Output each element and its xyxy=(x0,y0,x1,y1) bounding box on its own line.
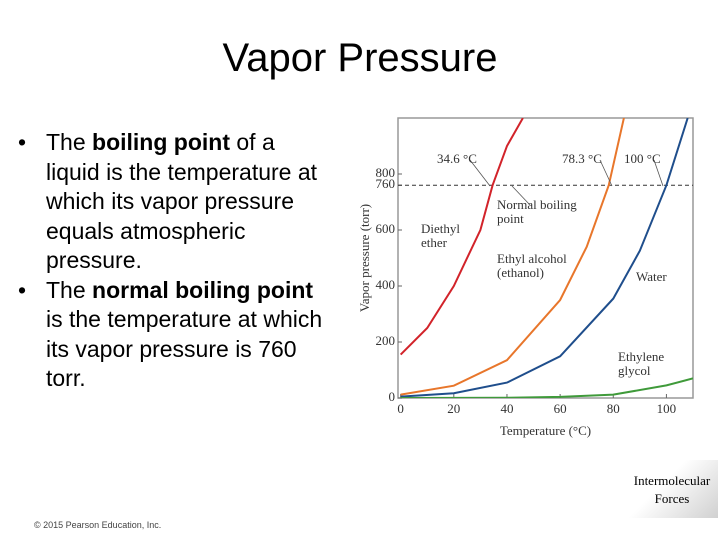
curve xyxy=(400,118,625,396)
y-axis-label: Vapor pressure (torr) xyxy=(357,204,372,312)
annotation: 34.6 °C xyxy=(437,151,477,166)
bullet-text: boiling point xyxy=(92,129,230,155)
slide-title: Vapor Pressure xyxy=(222,36,498,80)
bullet-text: is the temperature at which its vapor pr… xyxy=(46,306,323,391)
y-tick-label: 0 xyxy=(389,389,396,404)
bullet-text: normal boiling point xyxy=(92,276,314,303)
x-tick-label: 0 xyxy=(397,401,404,416)
series-label: Ethylene glycol xyxy=(618,349,665,378)
curve xyxy=(399,118,524,356)
bullet-text: The xyxy=(46,276,93,303)
footer: © 2015 Pearson Education, Inc. xyxy=(34,520,162,530)
leader-line xyxy=(599,159,613,187)
annotation: 78.3 °C xyxy=(562,151,602,166)
leader-line xyxy=(469,159,491,187)
series-label: Diethyl ether xyxy=(421,221,460,250)
y-tick-label: 760 xyxy=(376,176,396,191)
y-tick-label: 400 xyxy=(376,277,396,292)
series-label: Water xyxy=(636,269,667,284)
y-tick-label: 600 xyxy=(376,221,396,236)
series-label: Ethyl alcohol (ethanol) xyxy=(497,251,567,280)
x-tick-label: 100 xyxy=(657,401,677,416)
curve xyxy=(400,377,693,398)
y-tick-label: 200 xyxy=(376,333,396,348)
leader-line xyxy=(653,159,664,187)
x-axis-label: Temperature (°C) xyxy=(500,423,591,438)
annotation: 100 °C xyxy=(624,151,661,166)
annotation: Normal boiling point xyxy=(497,197,577,226)
bullet-list: The boiling point of a liquid is the tem… xyxy=(18,128,328,394)
x-tick-label: 40 xyxy=(500,401,513,416)
bullet-text: of a liquid is the temperature at which … xyxy=(46,129,318,273)
x-tick-label: 60 xyxy=(554,401,567,416)
bullet: The boiling point of a liquid is the tem… xyxy=(18,128,328,276)
bullet: The normal boiling point is the temperat… xyxy=(18,276,328,394)
y-tick-label: 800 xyxy=(376,165,396,180)
x-tick-label: 20 xyxy=(447,401,460,416)
x-tick-label: 80 xyxy=(607,401,620,416)
bullet-text: The xyxy=(46,129,93,155)
curve xyxy=(400,118,689,398)
corner-label: Intermolecular Forces xyxy=(626,460,718,518)
leader-line xyxy=(511,185,531,206)
